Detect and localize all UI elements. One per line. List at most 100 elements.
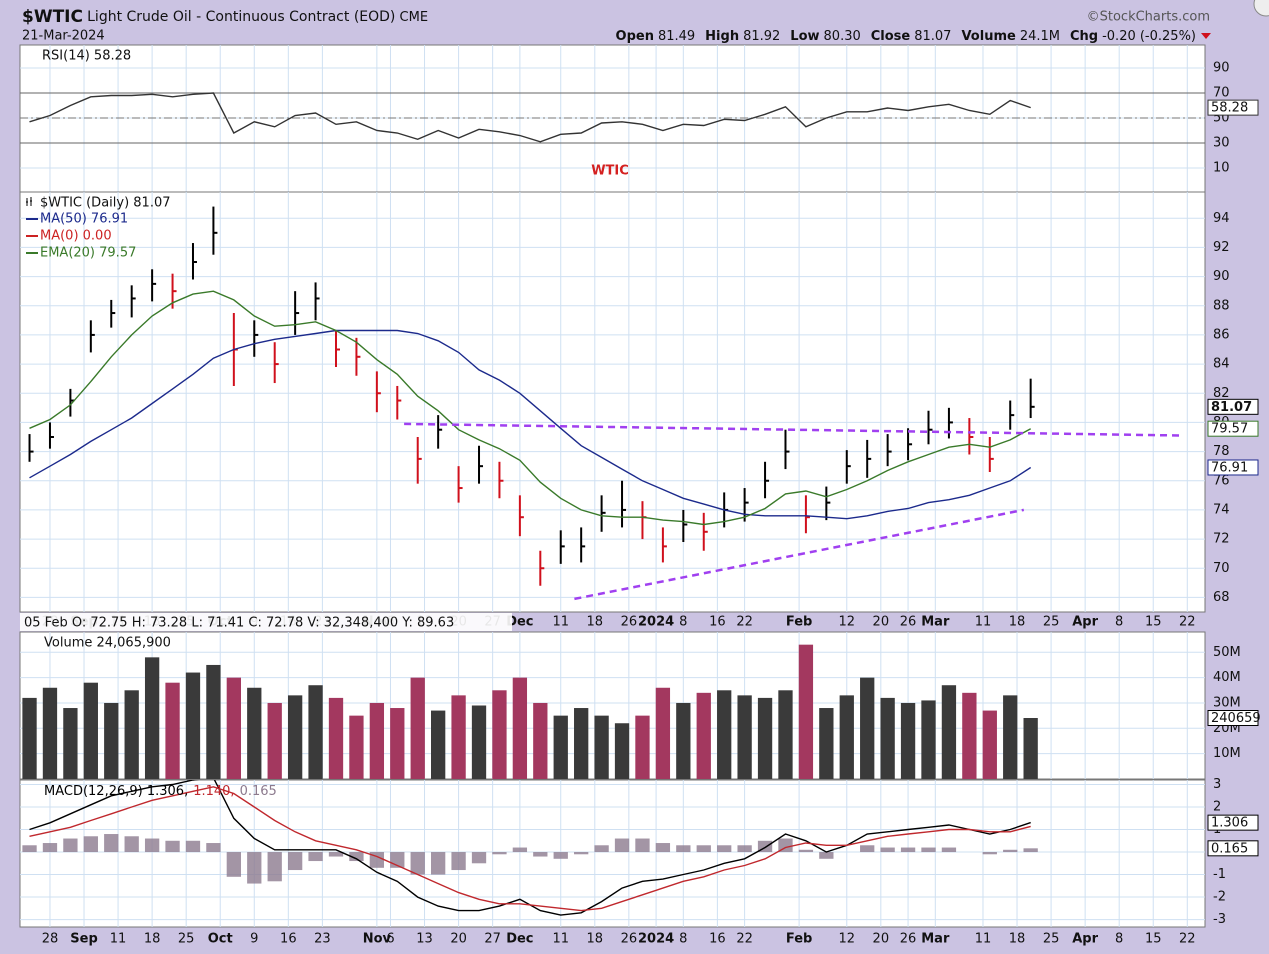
histogram-bar <box>798 849 814 853</box>
x-tick-label: 26 <box>621 615 638 630</box>
histogram-bar <box>717 845 732 853</box>
y-tick-label: -1 <box>1213 867 1226 882</box>
volume-bar <box>22 697 37 779</box>
volume-bar <box>369 702 385 779</box>
quote-value: -0.20 (-0.25%) <box>1102 29 1196 44</box>
x-tick-label: 22 <box>1179 615 1196 630</box>
info-box <box>20 613 512 631</box>
x-tick-label: 26 <box>900 615 917 630</box>
x-tick-label: 18 <box>1009 932 1026 947</box>
legend-icon <box>26 197 32 206</box>
x-tick-label: 11 <box>552 932 569 947</box>
x-tick-label: Apr <box>1072 615 1098 630</box>
histogram-bar <box>471 852 487 864</box>
panel-background <box>19 779 1206 928</box>
x-tick-label: 26 <box>900 932 917 947</box>
x-tick-label: 8 <box>679 615 687 630</box>
value-tag-box <box>1207 398 1259 415</box>
histogram-bar <box>778 838 793 853</box>
x-tick-label: 22 <box>736 932 753 947</box>
volume-bar <box>247 687 262 779</box>
volume-bar <box>1003 695 1018 779</box>
x-tick-label: Dec <box>506 615 533 630</box>
x-tick-label: 9 <box>250 932 258 947</box>
volume-bar <box>614 723 630 779</box>
exchange: CME <box>400 10 429 25</box>
x-tick-label: 11 <box>552 615 569 630</box>
y-tick-label: 90 <box>1213 269 1230 284</box>
volume-bar <box>42 687 58 779</box>
value-tag: 1.306 <box>1211 816 1248 831</box>
x-tick-label: 18 <box>1009 615 1026 630</box>
info-line: 05 Feb O: 72.75 H: 73.28 L: 71.41 C: 72.… <box>24 616 454 631</box>
value-tag: 79.57 <box>1211 422 1248 437</box>
volume-bar <box>206 664 221 779</box>
x-tick-label: 27 <box>484 932 501 947</box>
histogram-bar <box>83 836 98 853</box>
value-tag-box <box>1207 99 1259 116</box>
y-tick-label: -3 <box>1213 912 1226 927</box>
x-tick-label: 6 <box>386 932 394 947</box>
x-tick-label: 20 <box>873 615 890 630</box>
legend-label: $WTIC (Daily) 81.07 <box>40 196 171 211</box>
x-tick-label: Feb <box>786 615 812 630</box>
x-tick-label: 18 <box>587 615 604 630</box>
trendline <box>404 422 1181 437</box>
y-tick-label: 68 <box>1213 590 1230 605</box>
legend-label: MA(50) 76.91 <box>40 212 128 227</box>
x-tick-label: 20 <box>873 932 890 947</box>
x-tick-label: 11 <box>975 615 992 630</box>
volume-bar <box>757 697 773 779</box>
legend-label: MA(0) 0.00 <box>40 229 112 244</box>
x-tick-label: 22 <box>1179 932 1196 947</box>
panel-title: RSI(14) 58.28 <box>42 49 131 64</box>
x-tick-label: 16 <box>709 615 726 630</box>
y-tick-label: 86 <box>1213 327 1230 342</box>
y-tick-label: 70 <box>1213 86 1230 101</box>
volume-bar <box>962 692 977 779</box>
histogram-bar <box>267 852 282 882</box>
x-tick-label: 8 <box>679 932 687 947</box>
y-tick-label: 40M <box>1213 670 1241 685</box>
histogram-bar <box>737 845 752 853</box>
x-tick-label: 11 <box>110 932 127 947</box>
histogram-bar <box>308 852 323 862</box>
x-tick-label: 2024 <box>638 932 674 947</box>
x-tick-label: 23 <box>314 932 331 947</box>
volume-bar <box>63 708 78 779</box>
histogram-bar <box>1023 848 1038 853</box>
volume-bar <box>165 682 180 779</box>
x-tick-label: 18 <box>144 932 161 947</box>
y-tick-label: 74 <box>1213 502 1230 517</box>
y-tick-label: 3 <box>1213 777 1221 792</box>
volume-bar <box>676 702 691 779</box>
volume-bar <box>390 708 405 779</box>
value-tag: 81.07 <box>1211 400 1252 415</box>
volume-bar <box>839 695 854 779</box>
legend-label: EMA(20) 79.57 <box>40 246 136 261</box>
value-tag-box <box>1207 814 1259 831</box>
histogram-bar <box>451 852 466 871</box>
histogram-bar <box>635 838 650 853</box>
quote-value: 81.49 <box>658 29 695 44</box>
histogram-bar <box>982 852 997 855</box>
x-tick-label: 2024 <box>638 615 674 630</box>
x-tick-label: Dec <box>506 932 533 947</box>
histogram-bar <box>22 845 37 853</box>
volume-bar <box>83 682 98 779</box>
histogram-bar <box>206 843 221 853</box>
y-tick-label: 94 <box>1213 211 1230 226</box>
histogram-bar <box>941 847 957 853</box>
panel-title: Volume 24,065,900 <box>44 636 171 651</box>
window-button[interactable] <box>1253 0 1269 17</box>
volume-bar <box>553 715 568 779</box>
series-line <box>29 786 1031 912</box>
histogram-bar <box>492 852 507 855</box>
volume-bar <box>655 687 671 779</box>
volume-bar <box>226 677 241 779</box>
histogram-bar <box>410 852 425 875</box>
value-tag-box <box>1207 420 1259 437</box>
volume-bar <box>778 690 793 779</box>
quote-value: 24.1M <box>1020 29 1060 44</box>
